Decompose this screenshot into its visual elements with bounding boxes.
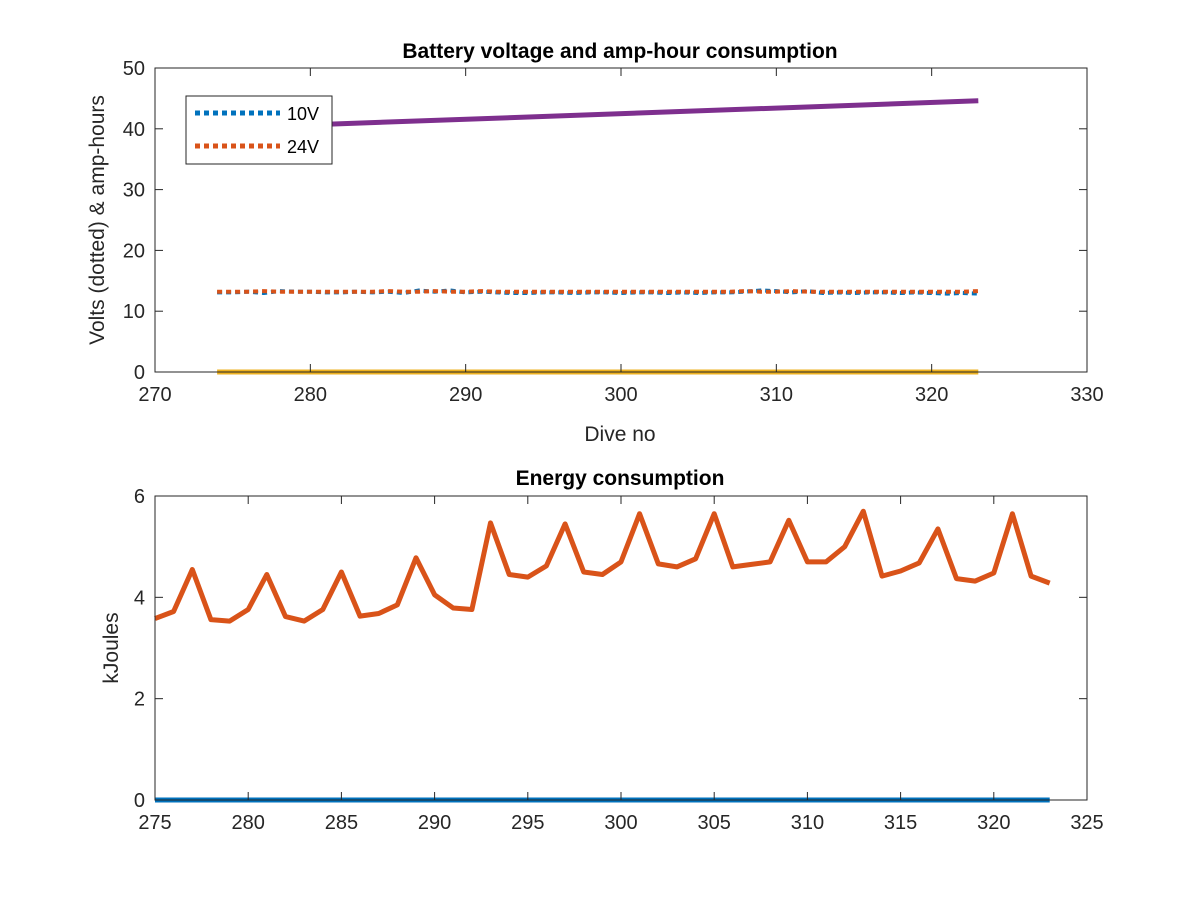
chart-title: Battery voltage and amp-hour consumption (402, 40, 837, 63)
y-tick-label: 40 (123, 119, 145, 141)
y-axis-label: Volts (dotted) & amp-hours (86, 95, 109, 345)
y-tick-label: 2 (134, 689, 145, 711)
legend-label-10v: 10V (287, 104, 319, 124)
x-tick-label: 275 (138, 812, 171, 834)
x-tick-label: 310 (760, 384, 793, 406)
y-tick-label: 6 (134, 486, 145, 508)
x-tick-label: 320 (977, 812, 1010, 834)
x-tick-label: 305 (698, 812, 731, 834)
y-tick-label: 50 (123, 58, 145, 80)
y-tick-label: 10 (123, 301, 145, 323)
series-line-1 (154, 508, 1051, 624)
axes: 275 280 285 290 295 300 305 310 315 320 325 0 2 4 6 (134, 486, 1104, 834)
y-axis-label: kJoules (100, 612, 123, 683)
x-tick-label: 315 (884, 812, 917, 834)
legend-label-24v: 24V (287, 137, 319, 157)
x-axis-label: Dive no (584, 423, 655, 446)
x-tick-label: 270 (138, 384, 171, 406)
x-tick-label: 300 (604, 812, 637, 834)
x-tick-label: 280 (294, 384, 327, 406)
x-tick-label: 310 (791, 812, 824, 834)
x-tick-label: 290 (449, 384, 482, 406)
axes: 270 280 290 300 310 320 330 0 10 20 30 40 50 (123, 58, 1104, 406)
series-line-3 (217, 98, 979, 131)
x-tick-label: 330 (1070, 384, 1103, 406)
y-tick-label: 0 (134, 362, 145, 384)
y-tick-label: 30 (123, 180, 145, 202)
x-tick-label: 320 (915, 384, 948, 406)
legend-box (185, 95, 333, 165)
series-line-1 (217, 289, 979, 294)
x-tick-label: 285 (325, 812, 358, 834)
x-tick-label: 295 (511, 812, 544, 834)
chart-title: Energy consumption (516, 467, 725, 490)
x-tick-label: 290 (418, 812, 451, 834)
energy-chart: Energy consumption kJoules 275 280 285 290 2… (100, 467, 1104, 834)
voltage-amphour-chart: Battery voltage and amp-hour consumption… (86, 40, 1104, 446)
y-tick-label: 4 (134, 587, 145, 609)
x-tick-label: 280 (232, 812, 265, 834)
y-tick-label: 20 (123, 240, 145, 262)
x-tick-label: 325 (1070, 812, 1103, 834)
y-tick-label: 0 (134, 790, 145, 812)
legend: 10V 24V (185, 95, 333, 165)
x-tick-label: 300 (604, 384, 637, 406)
